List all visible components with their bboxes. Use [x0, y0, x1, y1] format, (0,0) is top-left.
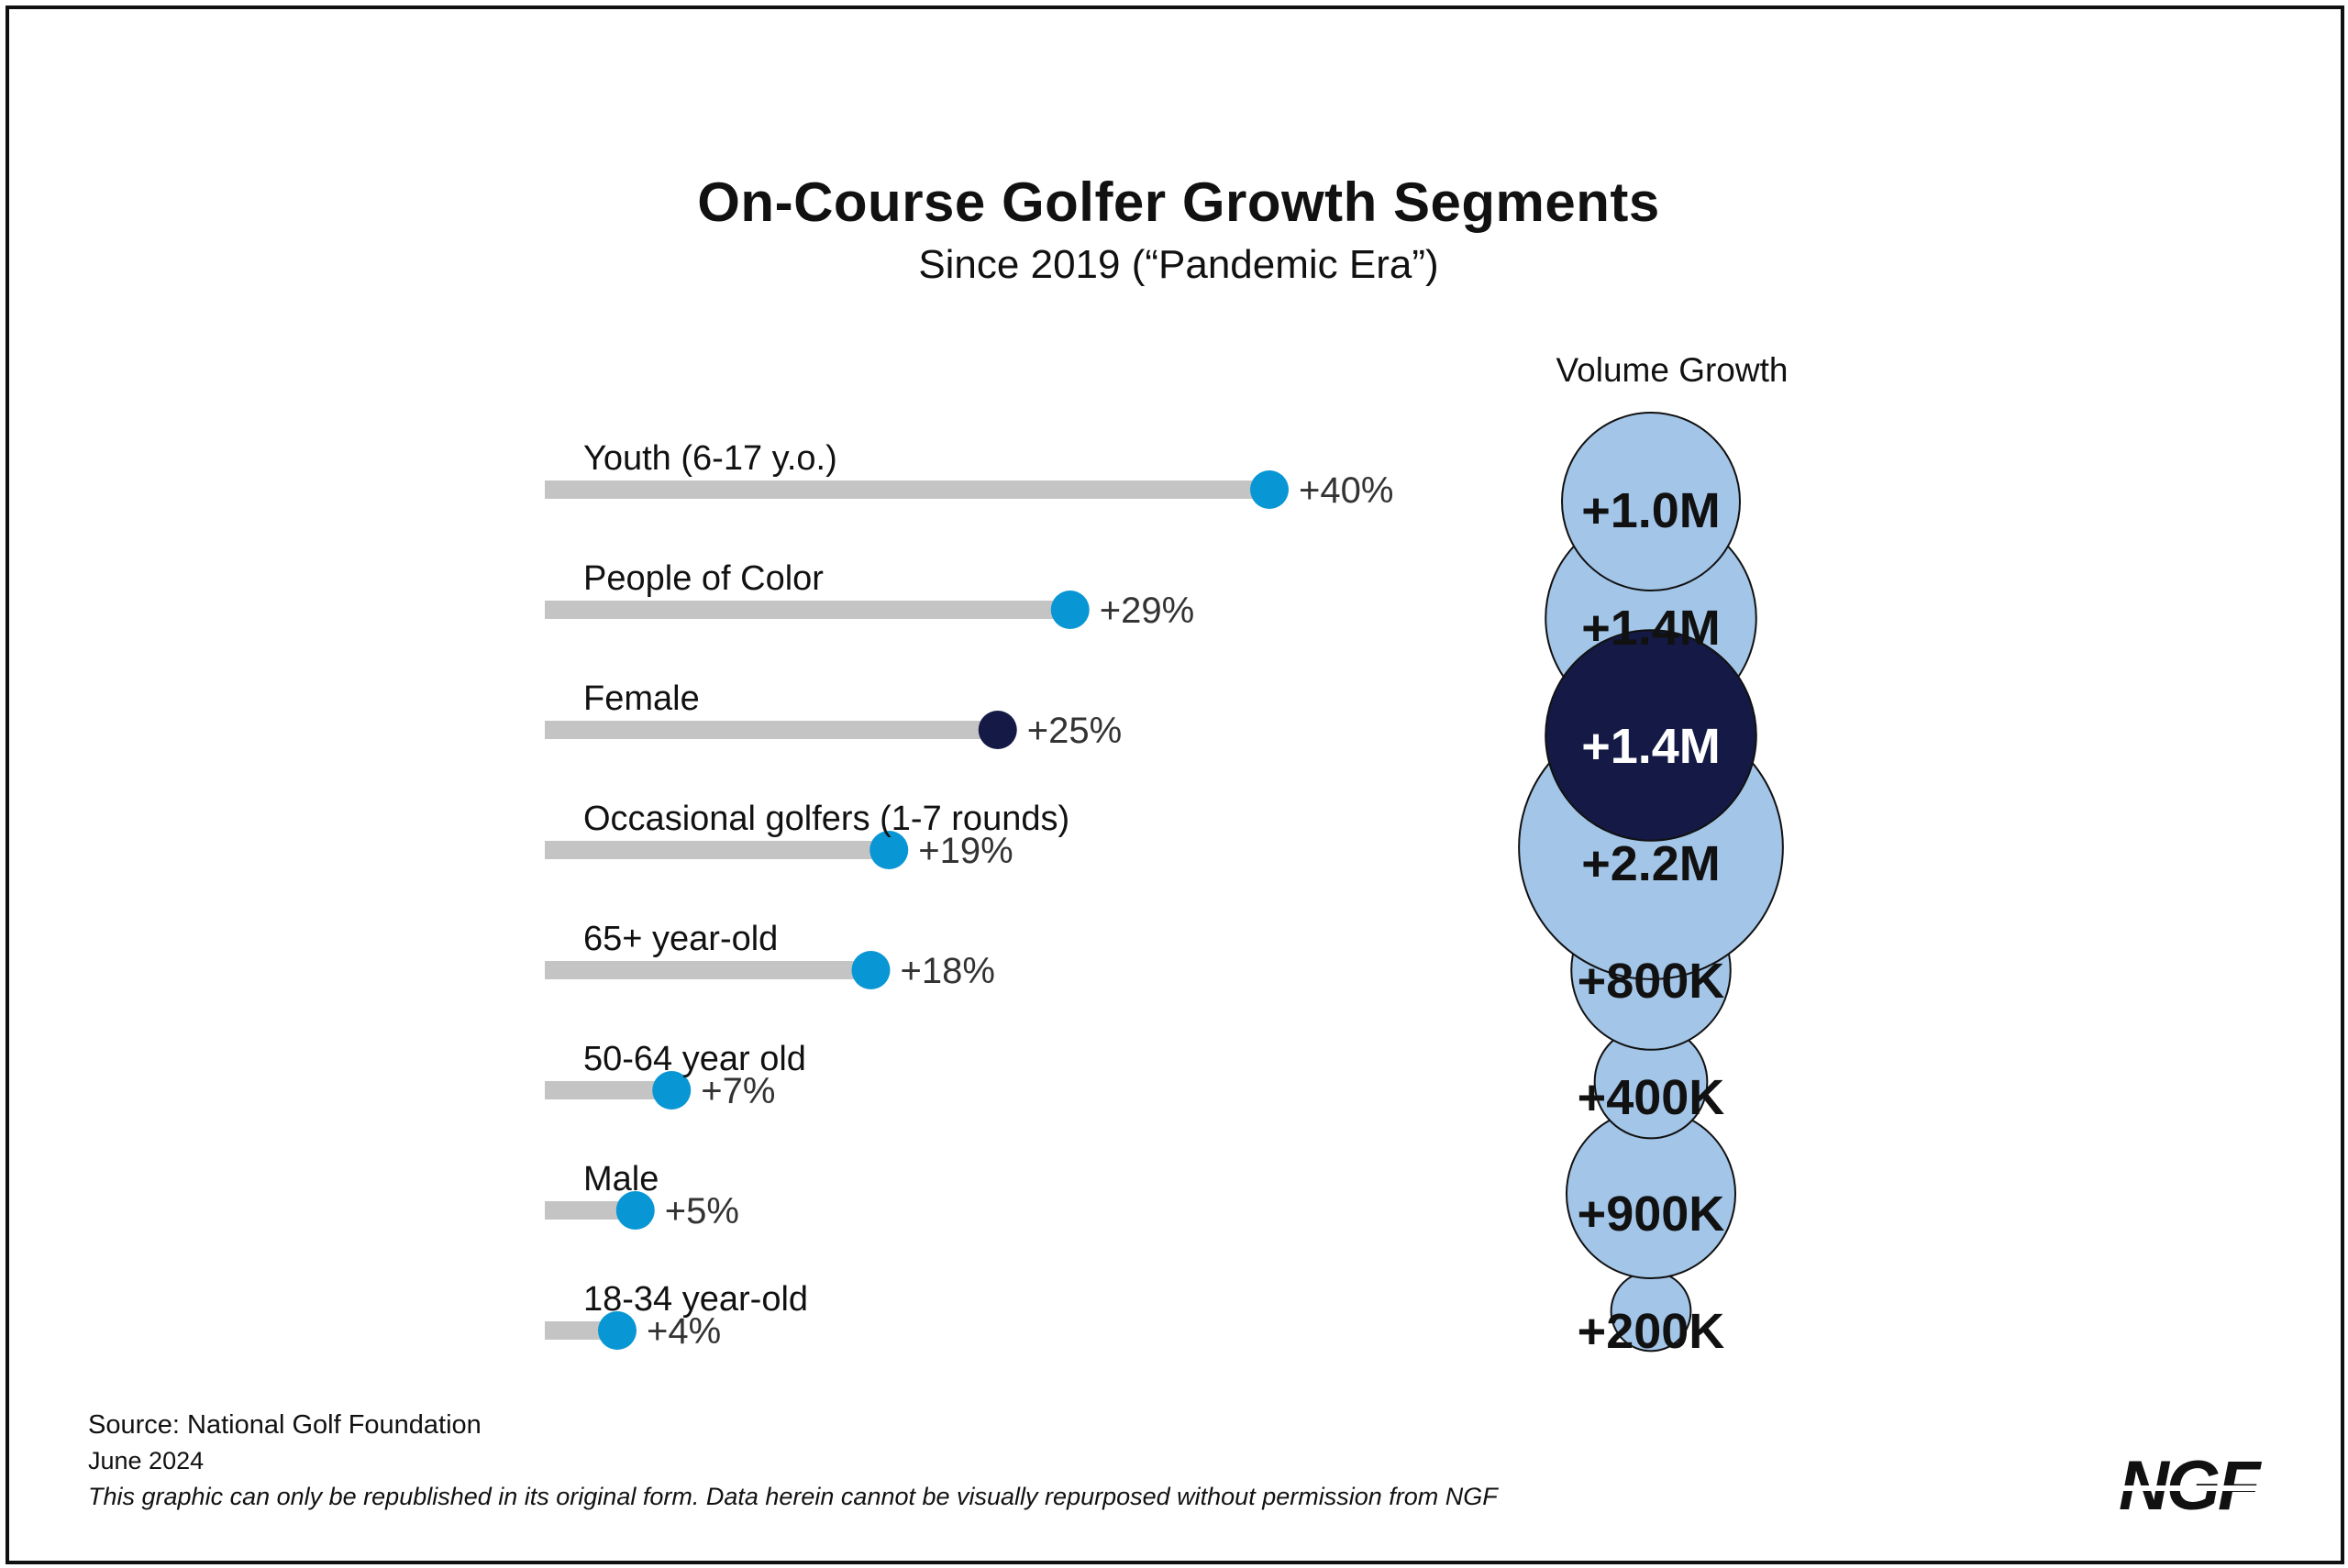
bar-dot	[1050, 591, 1090, 629]
bar-dot	[1250, 470, 1289, 509]
value-label: +40%	[1299, 470, 1393, 511]
bar-track	[545, 601, 1070, 619]
value-label: +7%	[701, 1071, 775, 1111]
volume-growth-header: Volume Growth	[1556, 351, 1789, 389]
source-note: Source: National Golf Foundation	[88, 1410, 482, 1440]
value-label: +19%	[918, 831, 1013, 871]
bar-dot	[869, 831, 909, 869]
bar-track	[545, 480, 1269, 499]
bar-dots	[598, 470, 1289, 1350]
logo-stripe	[2115, 1485, 2309, 1491]
volume-label: +2.2M	[1581, 836, 1721, 891]
volume-label: +900K	[1578, 1187, 1725, 1242]
bar-track	[545, 1201, 636, 1220]
volume-labels: +1.0M +1.4M +1.4M +2.2M +800K +400K +900K +200K	[1578, 483, 1725, 1359]
date-note: June 2024	[88, 1447, 205, 1474]
volume-bubble	[1561, 412, 1741, 591]
value-labels: +40% +29% +25% +19% +18% +7% +5% +4%	[647, 470, 1393, 1352]
volume-bubbles	[1518, 412, 1784, 1353]
bar-dot	[978, 711, 1017, 749]
volume-label: +800K	[1578, 954, 1725, 1009]
bar-track	[545, 721, 998, 739]
chart-subtitle: Since 2019 (“Pandemic Era”)	[918, 242, 1439, 287]
volume-bubble	[1545, 629, 1757, 842]
volume-label: +200K	[1578, 1304, 1725, 1359]
volume-label: +1.4M	[1581, 719, 1721, 774]
value-label: +18%	[901, 951, 995, 991]
category-label: 18-34 year-old	[583, 1280, 808, 1319]
category-label: Occasional golfers (1-7 rounds)	[583, 800, 1069, 838]
bar-track	[545, 961, 871, 979]
disclaimer-note: This graphic can only be republished in …	[88, 1483, 1498, 1510]
category-label: People of Color	[583, 559, 824, 598]
bar-dot	[615, 1191, 655, 1230]
bar-track	[545, 841, 890, 859]
bar-track	[545, 1081, 672, 1099]
bar-dot	[652, 1071, 692, 1110]
value-label: +29%	[1100, 591, 1194, 631]
value-label: +25%	[1027, 711, 1122, 751]
category-label: Youth (6-17 y.o.)	[583, 439, 837, 478]
bar-dot	[598, 1311, 637, 1350]
volume-label: +1.4M	[1581, 601, 1721, 656]
bar-dot	[851, 951, 891, 989]
volume-label: +400K	[1578, 1070, 1725, 1125]
chart-frame: On-Course Golfer Growth Segments Since 2…	[6, 6, 2344, 1564]
bar-tracks	[545, 480, 1269, 1340]
category-label: 65+ year-old	[583, 920, 778, 958]
category-label: Male	[583, 1160, 659, 1198]
chart-title: On-Course Golfer Growth Segments	[697, 171, 1660, 233]
category-labels: Youth (6-17 y.o.) People of Color Female Oc…	[583, 439, 1069, 1319]
category-label: Female	[583, 679, 700, 718]
category-label: 50-64 year old	[583, 1040, 806, 1078]
value-label: +4%	[647, 1311, 721, 1352]
ngf-logo: NGF	[2115, 1449, 2309, 1522]
value-label: +5%	[665, 1191, 739, 1231]
chart-svg: Youth (6-17 y.o.) People of Color Female Oc…	[545, 351, 1789, 1359]
volume-label: +1.0M	[1581, 483, 1721, 538]
